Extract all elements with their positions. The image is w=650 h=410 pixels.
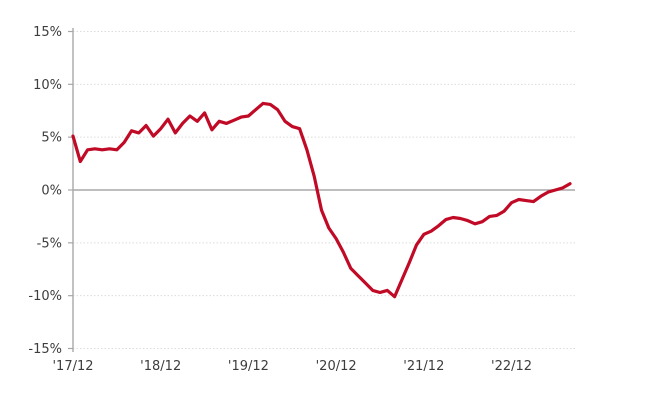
x-tick-label: '19/12: [228, 359, 269, 374]
x-tick-label: '20/12: [316, 359, 357, 374]
y-tick-label: 5%: [41, 131, 62, 146]
y-tick-label: -10%: [28, 289, 62, 304]
x-tick-label: '17/12: [52, 359, 93, 374]
x-tick-label: '22/12: [491, 359, 532, 374]
y-tick-label: 15%: [33, 25, 62, 40]
x-tick-label: '21/12: [403, 359, 444, 374]
y-tick-label: 10%: [33, 78, 62, 93]
data-line: [71, 101, 572, 299]
y-tick-label: -15%: [28, 342, 62, 357]
y-tick-label: -5%: [37, 236, 62, 251]
y-tick-label: 0%: [41, 184, 62, 199]
x-tick-label: '18/12: [140, 359, 181, 374]
